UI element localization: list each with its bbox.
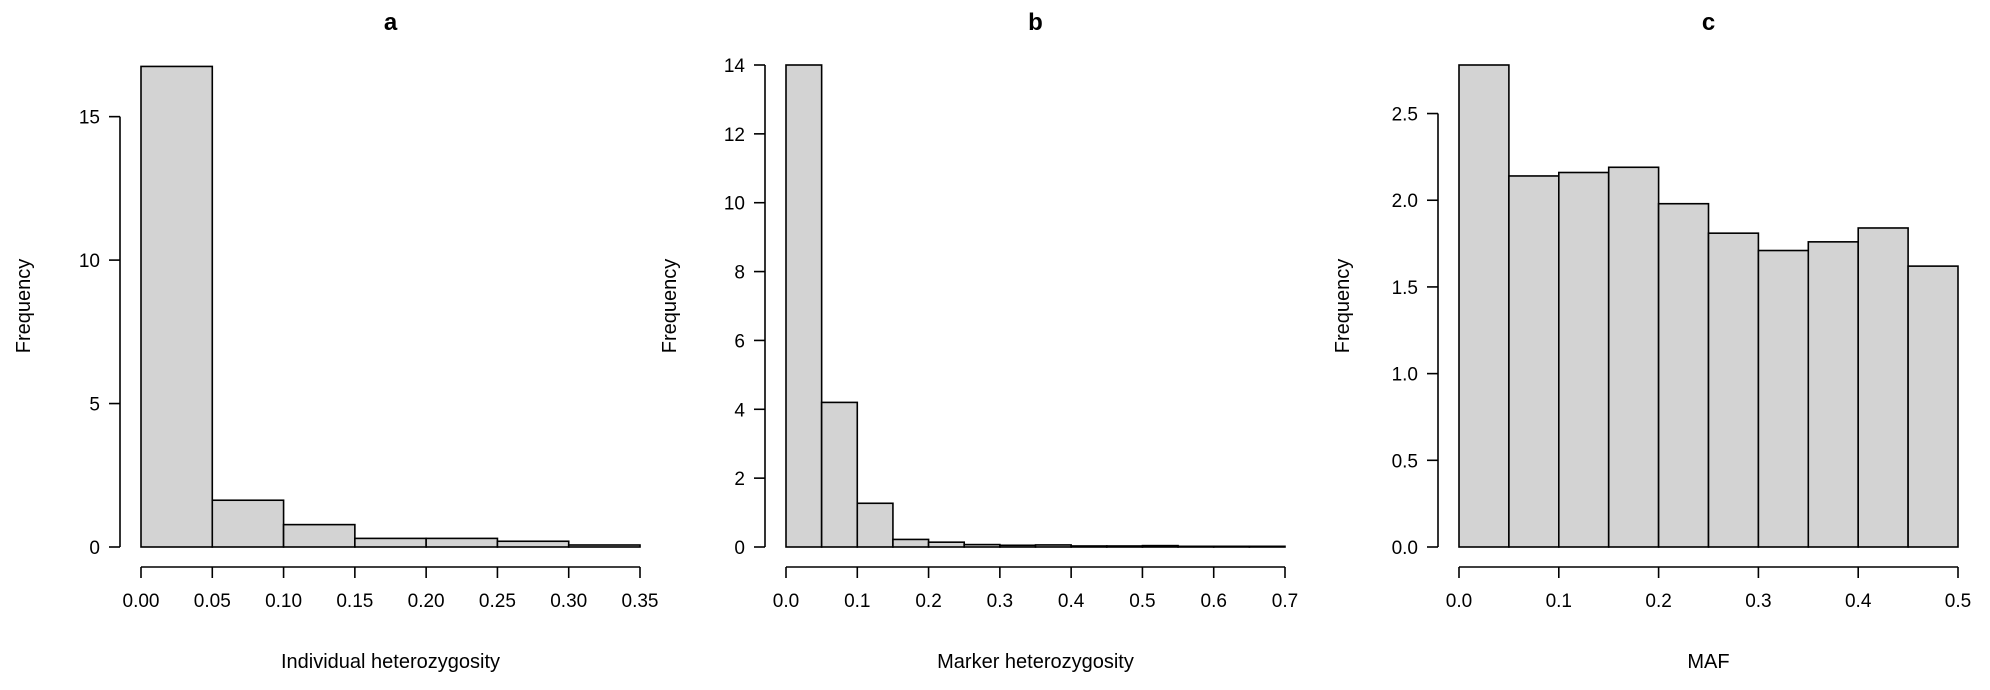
y-tick-label-a-3: 15 (79, 108, 100, 129)
x-axis-label-c: MAF (1687, 651, 1729, 673)
y-tick-label-b-6: 12 (724, 125, 745, 146)
bar-b-4 (927, 541, 966, 548)
x-tick-label-a-3: 0.15 (336, 591, 373, 612)
bar-b-12 (1212, 545, 1251, 548)
panel-title-c: c (1702, 9, 1715, 36)
y-tick-label-b-4: 8 (734, 263, 745, 284)
x-tick-label-b-2: 0.2 (915, 591, 941, 612)
bar-a-4 (425, 537, 499, 548)
y-tick-label-b-7: 14 (724, 56, 746, 77)
y-tick-label-b-5: 10 (724, 194, 745, 215)
x-tick-label-c-1: 0.1 (1546, 591, 1572, 612)
x-tick-label-b-0: 0.0 (773, 591, 799, 612)
bar-b-11 (1177, 545, 1215, 548)
x-tick-label-b-7: 0.7 (1272, 591, 1298, 612)
bar-b-9 (1105, 545, 1144, 548)
y-tick-label-a-2: 10 (79, 251, 100, 272)
bar-c-9 (1907, 265, 1959, 548)
x-tick-label-b-1: 0.1 (844, 591, 870, 612)
bar-b-0 (785, 64, 823, 548)
bar-c-3 (1607, 166, 1660, 548)
bar-c-4 (1657, 202, 1710, 548)
y-axis-label-c: Frequency (1332, 259, 1354, 354)
x-tick-label-a-6: 0.30 (550, 591, 587, 612)
bar-b-13 (1248, 545, 1286, 548)
y-tick-label-a-0: 0 (89, 538, 100, 559)
x-tick-label-a-1: 0.05 (194, 591, 231, 612)
y-tick-label-c-4: 2.0 (1392, 191, 1418, 212)
bar-b-10 (1141, 544, 1179, 548)
bar-b-1 (820, 401, 859, 548)
bar-c-6 (1757, 249, 1810, 548)
panel-title-a: a (384, 9, 398, 36)
panel-c: 0.0 0.1 0.2 0.3 0.4 0.5 0.0 0.5 1.0 1.5 2.0 2.5 c MAF… (1332, 9, 1971, 673)
panel-b: 0.0 0.1 0.2 0.3 0.4 0.5 0.6 0.7 0 2 4 6 8 10 12 14 b Mark… (659, 9, 1298, 673)
bar-a-5 (496, 540, 570, 548)
bar-b-3 (892, 538, 930, 548)
bar-c-8 (1857, 227, 1909, 548)
y-tick-label-c-0: 0.0 (1392, 538, 1418, 559)
y-tick-label-c-1: 0.5 (1392, 451, 1418, 472)
bar-a-3 (354, 537, 427, 548)
x-tick-label-c-4: 0.4 (1845, 591, 1872, 612)
bar-c-1 (1508, 175, 1560, 548)
x-tick-label-c-3: 0.3 (1745, 591, 1771, 612)
x-axis-label-a: Individual heterozygosity (281, 651, 500, 673)
y-tick-label-b-1: 2 (734, 469, 745, 490)
bar-b-7 (1034, 544, 1072, 548)
bar-a-6 (567, 544, 641, 548)
y-axis-label-b: Frequency (659, 259, 681, 354)
bar-c-0 (1458, 64, 1510, 548)
panel-a: 0.00 0.05 0.10 0.15 0.20 0.25 0.30 0.35 0 5 10 15 a I… (13, 9, 658, 673)
bar-a-1 (211, 499, 285, 548)
bar-c-2 (1558, 171, 1610, 548)
x-tick-label-c-0: 0.0 (1446, 591, 1472, 612)
x-tick-label-b-6: 0.6 (1201, 591, 1227, 612)
bar-b-6 (999, 544, 1037, 548)
x-tick-label-b-5: 0.5 (1129, 591, 1155, 612)
bar-a-2 (282, 523, 356, 548)
bar-c-7 (1807, 241, 1860, 548)
y-tick-label-b-3: 6 (734, 331, 745, 352)
bar-c-5 (1707, 232, 1760, 548)
x-tick-label-c-2: 0.2 (1645, 591, 1671, 612)
x-axis-label-b: Marker heterozygosity (937, 651, 1134, 673)
x-tick-label-c-5: 0.5 (1945, 591, 1971, 612)
y-tick-label-a-1: 5 (89, 395, 100, 416)
x-tick-label-a-4: 0.20 (408, 591, 445, 612)
y-axis-label-a: Frequency (13, 259, 35, 354)
bar-b-5 (963, 543, 1001, 548)
x-tick-label-b-3: 0.3 (987, 591, 1013, 612)
y-tick-label-b-0: 0 (734, 538, 745, 559)
bar-b-8 (1070, 545, 1108, 548)
x-tick-label-a-5: 0.25 (479, 591, 516, 612)
x-tick-label-b-4: 0.4 (1058, 591, 1085, 612)
x-tick-label-a-7: 0.35 (622, 591, 659, 612)
y-tick-label-c-5: 2.5 (1392, 105, 1418, 126)
bar-b-2 (856, 502, 894, 548)
y-tick-label-c-2: 1.0 (1392, 365, 1418, 386)
y-tick-label-b-2: 4 (734, 400, 745, 421)
panel-title-b: b (1028, 9, 1043, 36)
bar-a-0 (140, 65, 214, 548)
x-tick-label-a-2: 0.10 (265, 591, 302, 612)
y-tick-label-c-3: 1.5 (1392, 278, 1418, 299)
x-tick-label-a-0: 0.00 (123, 591, 160, 612)
